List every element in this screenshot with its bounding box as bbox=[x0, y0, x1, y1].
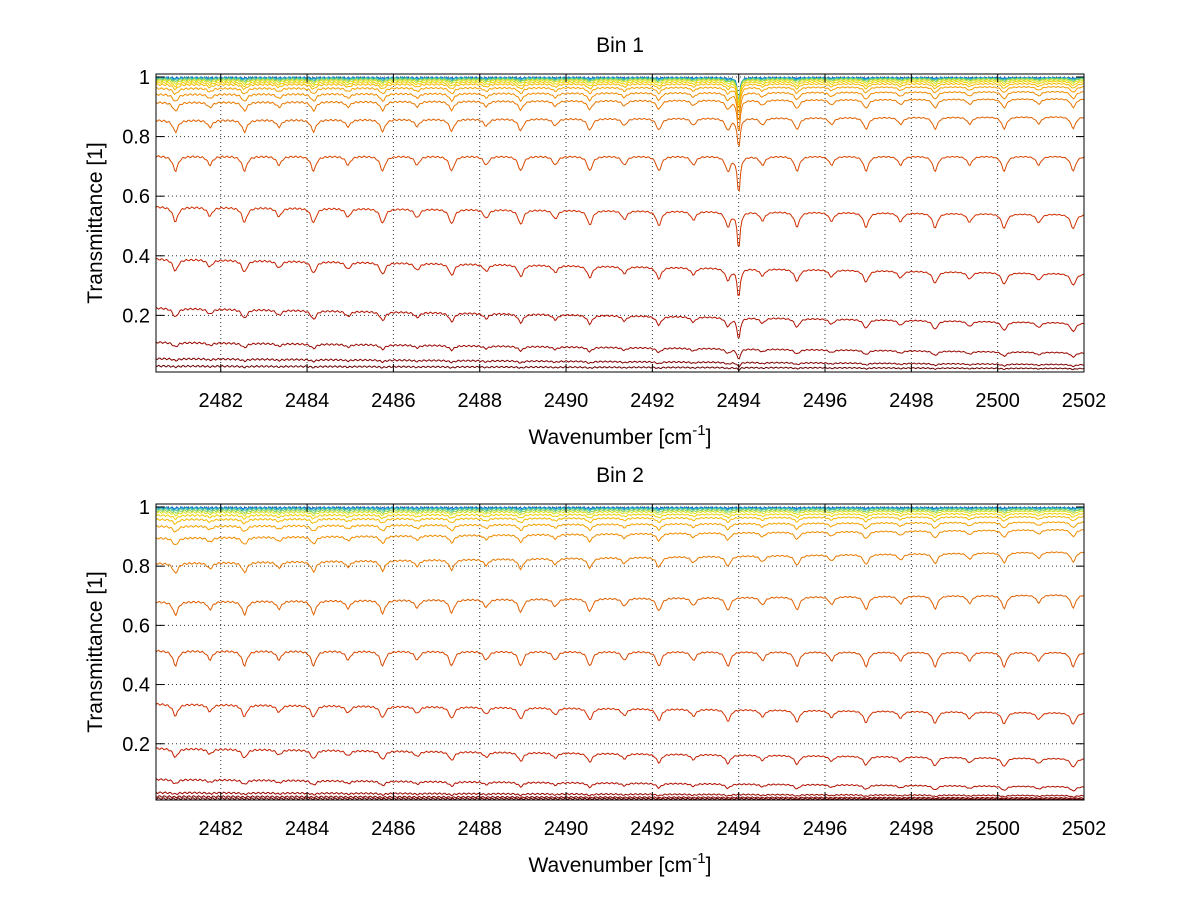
y-tick-label: 0.6 bbox=[122, 186, 150, 208]
series-line bbox=[156, 797, 1084, 800]
series-line bbox=[156, 98, 1084, 132]
y-tick-label: 1 bbox=[139, 497, 150, 519]
x-tick-label: 2496 bbox=[803, 818, 848, 840]
series-line bbox=[156, 79, 1084, 105]
series-line bbox=[156, 551, 1084, 574]
x-tick-label: 2502 bbox=[1062, 818, 1107, 840]
series-line bbox=[156, 357, 1084, 368]
series-line bbox=[156, 778, 1084, 792]
series-line bbox=[156, 306, 1084, 338]
series-line bbox=[156, 594, 1084, 617]
y-tick-label: 1 bbox=[139, 67, 150, 89]
series-line bbox=[156, 116, 1084, 147]
series-line bbox=[156, 364, 1084, 371]
x-tick-label: 2490 bbox=[544, 818, 589, 840]
series-line bbox=[156, 155, 1084, 193]
series-line bbox=[156, 90, 1084, 121]
x-tick-label: 2502 bbox=[1062, 390, 1107, 412]
axes-box bbox=[155, 503, 1085, 801]
series-line bbox=[156, 507, 1084, 512]
series-line bbox=[156, 340, 1084, 360]
y-axis-label: Transmittance [1] bbox=[84, 142, 107, 303]
x-tick-label: 2498 bbox=[889, 390, 934, 412]
series-line bbox=[156, 521, 1084, 533]
x-axis-label-superscript: -1 bbox=[692, 422, 705, 439]
series-line bbox=[156, 77, 1084, 103]
x-tick-label: 2488 bbox=[457, 390, 502, 412]
x-axis-label-end: ] bbox=[706, 426, 712, 449]
x-tick-label: 2486 bbox=[371, 818, 416, 840]
y-tick-label: 0.2 bbox=[122, 734, 150, 756]
x-axis-label-superscript: -1 bbox=[692, 850, 705, 867]
x-tick-label: 2498 bbox=[889, 818, 934, 840]
series-line bbox=[156, 82, 1084, 109]
series-group bbox=[156, 506, 1084, 800]
x-axis-label-main: Wavenumber [cm bbox=[529, 854, 693, 877]
x-tick-label: 2484 bbox=[285, 390, 330, 412]
x-tick-label: 2490 bbox=[544, 390, 589, 412]
series-line bbox=[156, 702, 1084, 725]
x-tick-label: 2500 bbox=[975, 818, 1020, 840]
series-line bbox=[156, 80, 1084, 107]
y-axis-label: Transmittance [1] bbox=[84, 571, 107, 732]
chart-title: Bin 2 bbox=[596, 464, 644, 487]
series-line bbox=[156, 205, 1084, 247]
y-tick-label: 0.8 bbox=[122, 127, 150, 149]
series-line bbox=[156, 85, 1084, 113]
series-line bbox=[156, 528, 1084, 545]
x-axis-label: Wavenumber [cm-1] bbox=[529, 850, 712, 877]
x-tick-label: 2500 bbox=[975, 390, 1020, 412]
chart-panel-1: 2482 2484 2486 2488 2490 2492 2494 2496 2498 2500… bbox=[84, 34, 1106, 449]
y-tick-label: 0.6 bbox=[122, 615, 150, 637]
x-tick-label: 2492 bbox=[630, 390, 675, 412]
series-line bbox=[156, 795, 1084, 800]
series-line bbox=[156, 257, 1084, 296]
x-tick-label: 2492 bbox=[630, 818, 675, 840]
x-axis-label-end: ] bbox=[706, 854, 712, 877]
x-tick-label: 2482 bbox=[198, 818, 243, 840]
y-tick-label: 0.4 bbox=[122, 246, 150, 268]
y-tick-label: 0.2 bbox=[122, 305, 150, 327]
series-line bbox=[156, 747, 1084, 768]
x-axis-label: Wavenumber [cm-1] bbox=[529, 422, 712, 449]
x-tick-label: 2486 bbox=[371, 390, 416, 412]
chart-panel-2: 2482 2484 2486 2488 2490 2492 2494 2496 2498 2500… bbox=[84, 464, 1106, 877]
x-tick-label: 2494 bbox=[716, 818, 761, 840]
series-line bbox=[156, 512, 1084, 521]
chart-title: Bin 1 bbox=[596, 34, 644, 57]
x-tick-label: 2494 bbox=[716, 390, 761, 412]
y-tick-label: 0.4 bbox=[122, 675, 150, 697]
series-group bbox=[156, 76, 1084, 371]
series-line bbox=[156, 510, 1084, 517]
x-axis-label-main: Wavenumber [cm bbox=[529, 426, 693, 449]
x-tick-label: 2484 bbox=[285, 818, 330, 840]
x-tick-label: 2496 bbox=[803, 390, 848, 412]
series-line bbox=[156, 508, 1084, 515]
x-tick-label: 2488 bbox=[457, 818, 502, 840]
axes-box bbox=[155, 73, 1085, 373]
series-line bbox=[156, 515, 1084, 526]
y-tick-label: 0.8 bbox=[122, 556, 150, 578]
series-line bbox=[156, 649, 1084, 668]
x-tick-label: 2482 bbox=[198, 390, 243, 412]
series-line bbox=[156, 791, 1084, 798]
